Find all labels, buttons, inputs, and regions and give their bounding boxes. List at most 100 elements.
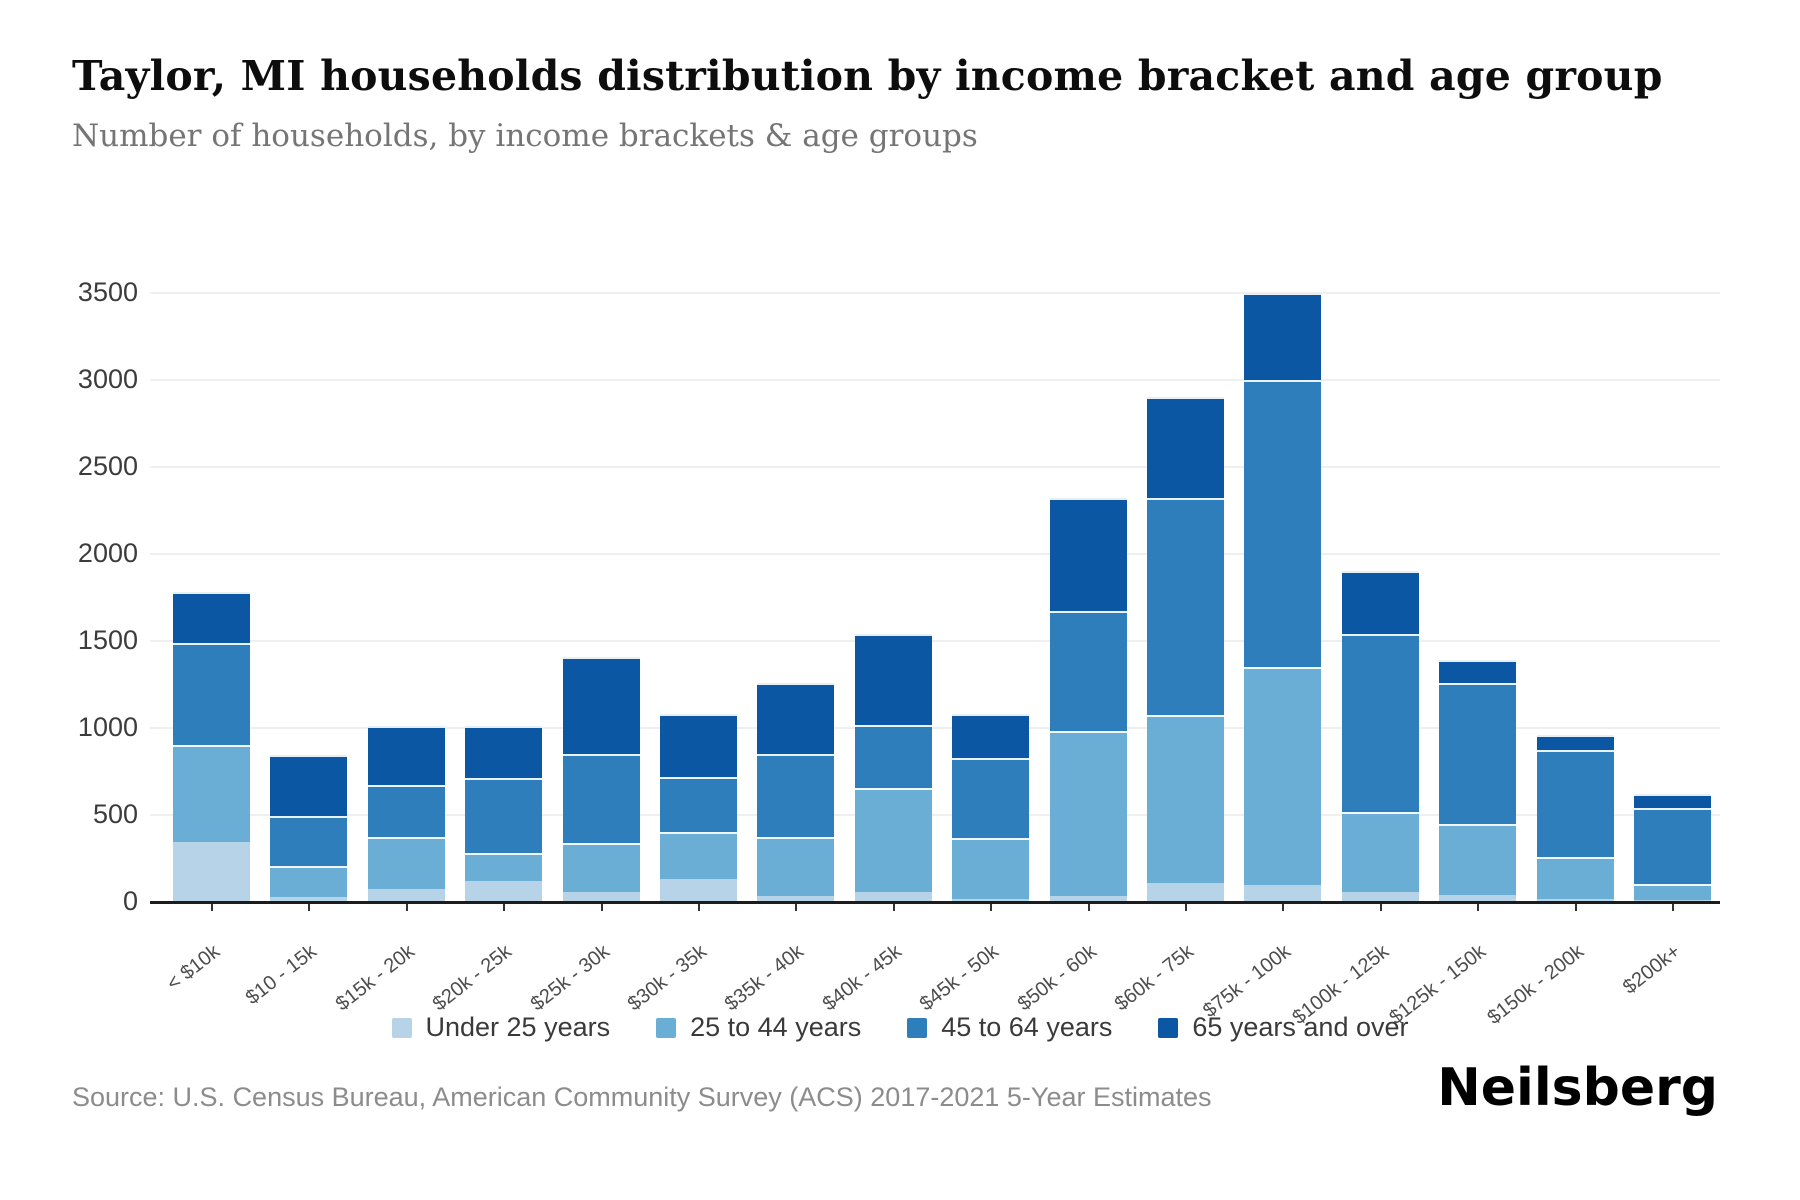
x-axis-tick-label: $30k - 35k (623, 940, 711, 1016)
x-axis-tick-label: $15k - 20k (331, 940, 419, 1016)
x-axis-tick-mark (600, 902, 603, 911)
x-axis-tick-mark (989, 902, 992, 911)
x-axis-tick-mark (1281, 902, 1284, 911)
bar-segment (855, 788, 932, 893)
bar-segment (660, 879, 737, 902)
bar-segment (757, 895, 834, 902)
source-note: Source: U.S. Census Bureau, American Com… (72, 1082, 1212, 1112)
x-axis-tick-mark (210, 902, 213, 911)
bar-segment (368, 888, 445, 902)
legend-swatch-icon (656, 1017, 677, 1038)
bar-segment (1537, 856, 1614, 900)
grid-line (150, 640, 1720, 642)
bar-segment (1244, 667, 1321, 885)
bar-segment (1147, 882, 1224, 902)
legend: Under 25 years 25 to 44 years 45 to 64 yea… (0, 1012, 1800, 1043)
bar-segment (757, 754, 834, 837)
bar-segment (270, 754, 347, 816)
bar-segment (855, 724, 932, 789)
bar-segment (952, 837, 1029, 900)
bar-segment (952, 714, 1029, 758)
x-axis-tick-label: $50k - 60k (1013, 940, 1101, 1016)
bar-segment (368, 836, 445, 889)
x-axis-tick-label: $10 - 15k (241, 940, 321, 1010)
bar-segment (173, 642, 250, 745)
bar-segment (757, 682, 834, 755)
bar-segment (270, 896, 347, 902)
grid-line (150, 553, 1720, 555)
x-axis-tick-mark (502, 902, 505, 911)
bar-segment (563, 891, 640, 902)
chart-title: Taylor, MI households distribution by in… (72, 52, 1663, 100)
bar-segment (952, 757, 1029, 838)
legend-item: 65 years and over (1158, 1012, 1409, 1043)
x-axis-tick-label: $75k - 100k (1199, 940, 1295, 1023)
y-axis-tick-label: 1000 (77, 712, 138, 742)
legend-label: Under 25 years (425, 1012, 611, 1042)
bar-segment (1342, 891, 1419, 902)
grid-line (150, 466, 1720, 468)
bar-segment (465, 881, 542, 902)
bar-segment (855, 634, 932, 725)
bar-segment (660, 832, 737, 880)
x-axis-line (150, 901, 1720, 904)
bar-segment (563, 656, 640, 755)
bar-segment (1342, 571, 1419, 635)
bar-segment (368, 785, 445, 837)
x-axis-tick-mark (1184, 902, 1187, 911)
bar-segment (1050, 498, 1127, 611)
legend-swatch-icon (907, 1017, 928, 1038)
bar-segment (1439, 895, 1516, 902)
bar-segment (660, 714, 737, 777)
bar-segment (465, 853, 542, 882)
x-axis-tick-label: < $10k (162, 940, 224, 996)
bar-segment (1634, 808, 1711, 884)
y-axis-tick-label: 2500 (77, 451, 138, 481)
bar-segment (660, 776, 737, 833)
bar-segment (173, 841, 250, 902)
y-axis-tick-label: 3000 (77, 364, 138, 394)
bar-segment (757, 836, 834, 896)
bar-segment (1244, 884, 1321, 902)
bar-segment (1244, 293, 1321, 380)
bar-segment (1244, 380, 1321, 668)
bar-segment (1147, 714, 1224, 883)
bar-segment (563, 842, 640, 892)
x-axis-tick-label: $35k - 40k (720, 940, 808, 1016)
x-axis-tick-mark (307, 902, 310, 911)
grid-line (150, 292, 1720, 294)
bar-segment (368, 726, 445, 786)
bar-segment (270, 866, 347, 897)
x-axis-tick-label: $40k - 45k (818, 940, 906, 1016)
x-axis-tick-mark (697, 902, 700, 911)
bar-segment (173, 744, 250, 842)
bar-segment (1439, 682, 1516, 824)
bar-segment (1342, 634, 1419, 812)
x-axis-tick-label: $200k+ (1619, 940, 1685, 999)
y-axis-tick-label: 0 (122, 886, 138, 916)
chart-subtitle: Number of households, by income brackets… (72, 118, 978, 154)
bar-segment (563, 754, 640, 843)
y-axis-tick-label: 1500 (77, 625, 138, 655)
legend-swatch-icon (1158, 1017, 1179, 1038)
grid-line (150, 379, 1720, 381)
bar-segment (1147, 498, 1224, 715)
x-axis-tick-mark (1379, 902, 1382, 911)
grid-line (150, 814, 1720, 816)
y-axis-tick-label: 500 (92, 799, 138, 829)
legend-item: 25 to 44 years (656, 1012, 861, 1043)
x-axis-tick-label: $20k - 25k (428, 940, 516, 1016)
y-axis-tick-label: 3500 (77, 277, 138, 307)
y-axis-tick-label: 2000 (77, 538, 138, 568)
bar-segment (1147, 397, 1224, 499)
bar-segment (270, 815, 347, 867)
legend-label: 25 to 44 years (690, 1012, 862, 1042)
bar-segment (1537, 899, 1614, 902)
x-axis-tick-label: $60k - 75k (1110, 940, 1198, 1016)
bar-segment (1342, 811, 1419, 892)
bar-segment (1634, 883, 1711, 901)
x-axis-tick-mark (405, 902, 408, 911)
x-axis-tick-label: $45k - 50k (915, 940, 1003, 1016)
